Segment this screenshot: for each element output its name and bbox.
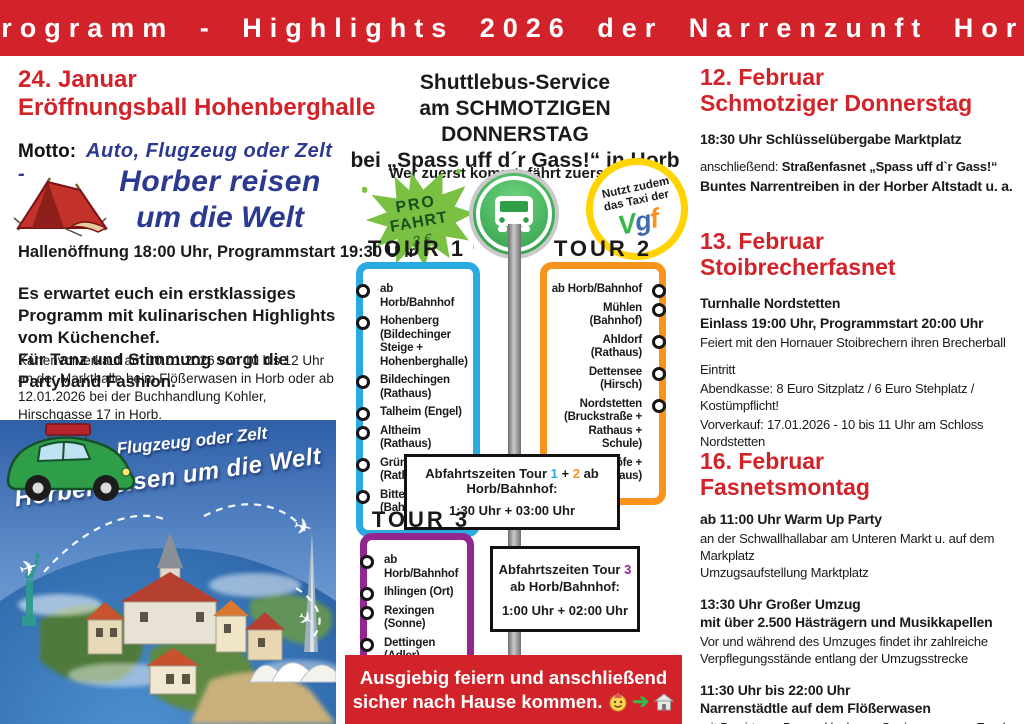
ab3-prefix: Abfahrtszeiten Tour — [498, 562, 625, 577]
flight-paths — [43, 503, 321, 637]
event2-title: Schmotziger Donnerstag — [700, 90, 973, 116]
event3-line5: Abendkasse: 8 Euro Sitzplatz / 6 Euro St… — [700, 381, 975, 413]
event4-line8: 11:30 Uhr bis 22:00 Uhr — [700, 682, 851, 698]
price-splat: PRO FAHRT 3 € — [361, 165, 480, 274]
event3-date: 13. Februar — [700, 228, 824, 254]
opera-house-icon — [249, 662, 336, 683]
motto-row: Motto: Auto, Flugzeug oder Zelt - — [18, 140, 338, 186]
tour1-stop: Talheim (Engel) — [356, 406, 470, 421]
departure-times-tour12: Abfahrtszeiten Tour 1 + 2 ab Horb/Bahnho… — [404, 454, 620, 530]
tour3-stop: Ihlingen (Ort) — [360, 586, 464, 601]
departure-3-line1: Abfahrtszeiten Tour 3 — [497, 562, 633, 577]
vw-beetle-icon — [6, 423, 136, 501]
tour2-stop: ab Horb/Bahnhof — [551, 283, 666, 298]
tour1-heading: TOUR 1 — [367, 236, 467, 261]
house-icon — [654, 693, 675, 711]
page-title: Programm - Highlights 2026 der Narrenzun… — [0, 12, 1024, 43]
event2-line1: 18:30 Uhr Schlüsselübergabe Marktplatz — [700, 131, 962, 147]
event3-line2: Einlass 19:00 Uhr, Programmstart 20:00 U… — [700, 315, 984, 331]
tour1-stop: Hohenberg (Bildechinger Steige + Hohenbe… — [356, 315, 470, 369]
ticket-info: Kartenvorverkauf am 10.01.2026 von 10 bi… — [18, 353, 334, 422]
party-face-icon — [609, 692, 627, 712]
departure-3-line2: ab Horb/Bahnhof: — [510, 579, 620, 594]
event4-line10: mit Bewirtung, Bar und leckeren Speisen … — [700, 719, 1022, 724]
tour2-stop: Ahldorf (Rathaus) — [550, 334, 666, 361]
event4-line2: an der Schwallhallabar am Unteren Markt … — [700, 531, 995, 563]
tour2-stop: Mühlen (Bahnhof) — [550, 302, 666, 329]
ab12-tour2-number: 2 — [572, 466, 580, 481]
program-line1: Es erwartet euch ein erstklassiges Progr… — [18, 284, 336, 347]
event2-line3: Buntes Narrentreiben in der Horber Altst… — [700, 178, 1013, 194]
top-banner: Programm - Highlights 2026 der Narrenzun… — [0, 0, 1024, 56]
tour2-stop: Dettensee (Hirsch) — [550, 366, 666, 393]
event4-section: 16. Februar Fasnetsmontag ab 11:00 Uhr W… — [700, 448, 1022, 724]
tent-icon — [10, 168, 110, 245]
event3-line4: Eintritt — [700, 362, 736, 377]
tour3-heading: TOUR 3 — [371, 507, 471, 532]
event4-line1: ab 11:00 Uhr Warm Up Party — [700, 511, 882, 527]
event3-line3: Feiert mit den Hornauer Stoibrechern ihr… — [700, 335, 1006, 350]
hall-times: Hallenöffnung 18:00 Uhr, Programmstart 1… — [18, 243, 416, 261]
departure-12-times: 1:30 Uhr + 03:00 Uhr — [448, 503, 576, 518]
statue-of-liberty-icon — [22, 553, 41, 626]
departure-times-tour3: Abfahrtszeiten Tour 3 ab Horb/Bahnhof: 1… — [490, 546, 640, 632]
ab12-suffix: ab Horb/Bahnhof: — [466, 466, 599, 496]
tour2-stop: Nordstetten (Bruckstraße + Rathaus + Sch… — [550, 398, 666, 452]
plane-icon: ✈ — [291, 513, 315, 542]
tour1-stop: Bildechingen (Rathaus) — [356, 374, 470, 401]
tour3-stop: Rexingen (Sonne) — [360, 605, 464, 632]
motto-line3: um die Welt — [136, 201, 304, 234]
ab3-tour3-number: 3 — [624, 562, 632, 577]
green-arrow-icon: ➔ — [632, 691, 650, 713]
vgf-logo: Vgf — [615, 203, 661, 241]
motto-line2: Horber reisen — [119, 165, 321, 198]
program-line2: Für Tanz und Stimmung sorgt die Partyban… — [18, 350, 288, 391]
event4-line4: 13:30 Uhr Großer Umzug — [700, 596, 861, 612]
departure-12-line1: Abfahrtszeiten Tour 1 + 2 ab Horb/Bahnho… — [411, 466, 613, 496]
event3-title: Stoibrecherfasnet — [700, 254, 896, 280]
event2-line2: anschließend: Straßenfasnet „Spass uff d… — [700, 158, 1022, 175]
event4-title: Fasnetsmontag — [700, 474, 870, 500]
burj-khalifa-icon — [304, 532, 318, 652]
ab12-plus: + — [557, 466, 573, 481]
departure-3-times: 1:00 Uhr + 02:00 Uhr — [501, 603, 629, 618]
splat-line1: PRO — [394, 193, 437, 217]
shuttle-title-2: am SCHMOTZIGEN DONNERSTAG — [419, 97, 611, 146]
event2-section: 12. Februar Schmotziger Donnerstag 18:30… — [700, 64, 1022, 195]
motto-line1: Auto, Flugzeug oder Zelt - — [18, 140, 333, 185]
shuttle-title-1: Shuttlebus-Service — [419, 71, 611, 94]
tour2-heading: TOUR 2 — [553, 236, 653, 261]
ab12-prefix: Abfahrtszeiten Tour — [425, 466, 551, 481]
tour1-stop: Altheim (Rathaus) — [356, 425, 470, 452]
bottom-banner: Ausgiebig feiern und anschließend sicher… — [345, 655, 682, 724]
event4-date: 16. Februar — [700, 448, 824, 474]
globe-scene: ✈ ✈ ✈ — [0, 503, 336, 724]
motto-label: Motto: — [18, 141, 77, 162]
event3-line6: Vorverkauf: 17.01.2026 - 10 bis 11 Uhr a… — [700, 417, 984, 449]
event4-line5: mit über 2.500 Hästrägern und Musikkapel… — [700, 614, 993, 630]
event2-date: 12. Februar — [700, 64, 824, 90]
event2-line2-bold: Straßenfasnet „Spass uff d`r Gass!“ — [781, 159, 998, 174]
tour1-stop: ab Horb/Bahnhof — [356, 283, 470, 310]
town-illustration — [85, 532, 285, 695]
event3-line1: Turnhalle Nordstetten — [700, 295, 841, 311]
shuttle-title-3: bei „Spass uff d´r Gass!“ in Horb — [350, 149, 680, 172]
event4-line6: Vor und während des Umzuges findet ihr z… — [700, 634, 988, 649]
tour3-stop: ab Horb/Bahnhof — [360, 554, 464, 581]
shuttle-title: Shuttlebus-Service am SCHMOTZIGEN DONNER… — [345, 70, 685, 174]
event3-section: 13. Februar Stoibrecherfasnet Turnhalle … — [700, 228, 1022, 450]
ab12-tour1-number: 1 — [550, 466, 558, 481]
globe-illustration: ✈ ✈ ✈ Auto, Flugzeug oder Zelt Horber re… — [0, 420, 336, 724]
event2-line2-pre: anschließend: — [700, 159, 782, 174]
program-paragraph: Es erwartet euch ein erstklassiges Progr… — [18, 283, 336, 393]
bottom-banner-line2: sicher nach Hause kommen. — [352, 691, 603, 712]
bottom-banner-line1: Ausgiebig feiern und anschließend — [359, 667, 668, 688]
event4-line9: Narrenstädtle auf dem Flößerwasen — [700, 700, 931, 716]
event1-date: 24. Januar — [18, 66, 137, 93]
event1-title: Eröffnungsball Hohenberghalle — [18, 94, 376, 121]
event4-line3: Umzugsaufstellung Marktplatz — [700, 565, 869, 580]
event4-line7: Verpflegungsstände entlang der Umzugsstr… — [700, 651, 968, 666]
splat-line3: 3 € — [411, 230, 434, 249]
